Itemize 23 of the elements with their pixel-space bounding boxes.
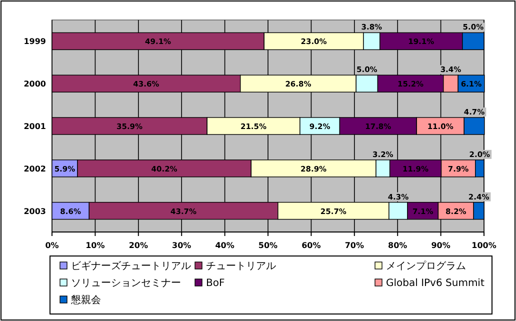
- legend-label: BoF: [206, 278, 225, 289]
- x-tick-label: 70%: [344, 241, 364, 250]
- x-tick-label: 10%: [86, 241, 105, 250]
- x-tick-label: 30%: [172, 241, 192, 250]
- y-tick-label: 2000: [24, 80, 46, 89]
- y-tick-label: 2002: [24, 164, 46, 174]
- x-tick-label: 60%: [302, 241, 321, 250]
- y-tick-label: 2001: [24, 122, 46, 131]
- x-tick-label: 100%: [472, 241, 496, 250]
- x-tick-label: 0%: [45, 241, 59, 250]
- legend-label: ビギナーズチュートリアル: [71, 260, 191, 272]
- legend-label: Global IPv6 Summit: [386, 278, 484, 289]
- x-tick-label: 20%: [128, 241, 148, 250]
- x-tick-label: 40%: [215, 241, 234, 250]
- legend-label: メインプログラム: [386, 260, 466, 272]
- legend-label: 懇親会: [70, 294, 101, 306]
- legend-label: ソリューションセミナー: [71, 278, 181, 289]
- x-tick-label: 50%: [258, 241, 278, 250]
- y-tick-label: 2003: [24, 206, 46, 216]
- x-tick-label: 80%: [388, 241, 408, 250]
- y-tick-label: 1999: [24, 37, 46, 46]
- legend-label: チュートリアル: [206, 261, 276, 272]
- x-tick-label: 90%: [431, 241, 450, 250]
